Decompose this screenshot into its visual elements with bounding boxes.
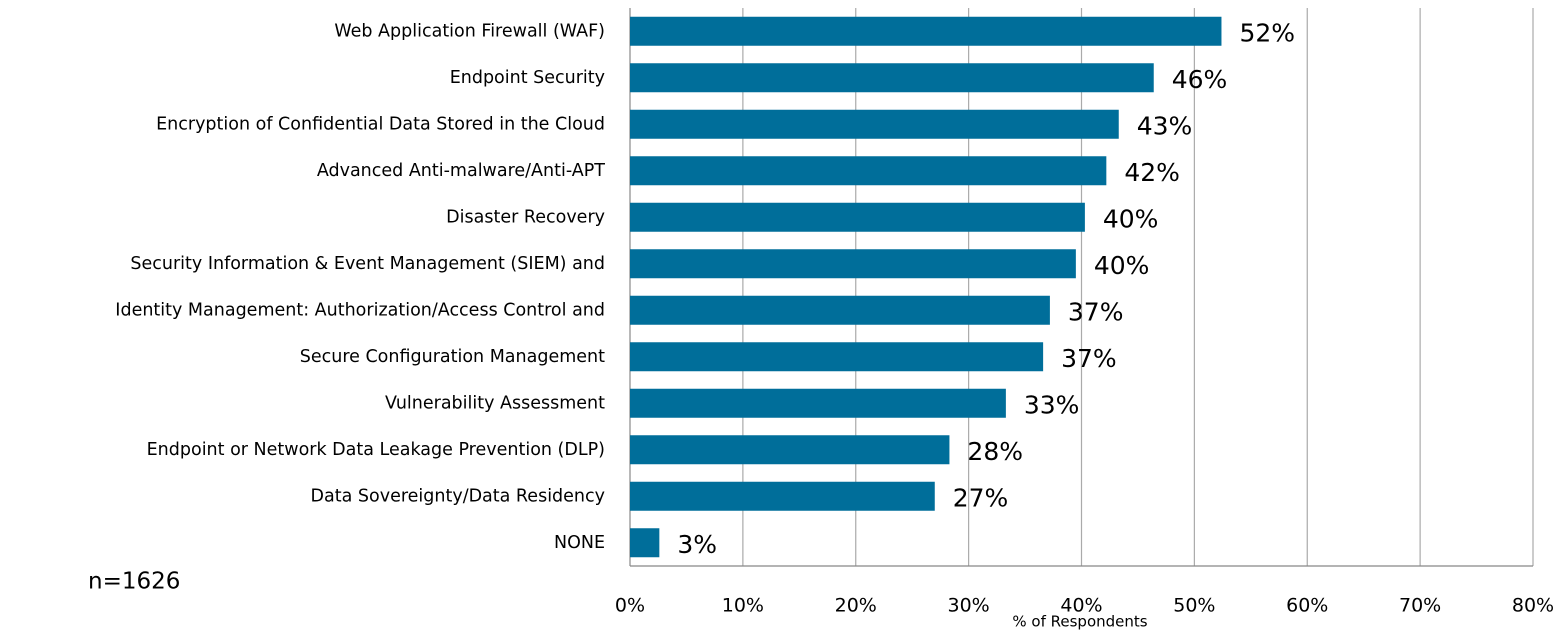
y-tick-label: Endpoint Security [450, 68, 605, 88]
bar [630, 202, 1085, 232]
data-label: 40% [1094, 251, 1150, 280]
x-tick-label: 30% [948, 595, 990, 617]
y-tick-label: Disaster Recovery [446, 207, 605, 227]
data-label: 46% [1172, 65, 1228, 94]
y-tick-label: Security Information & Event Management … [130, 254, 605, 274]
data-label: 40% [1103, 204, 1159, 233]
x-tick-label: 70% [1399, 595, 1441, 617]
x-tick-label: 60% [1286, 595, 1328, 617]
data-label: 27% [953, 483, 1009, 512]
bar [630, 388, 1006, 418]
y-tick-label: Vulnerability Assessment [385, 393, 605, 413]
x-axis-label: % of Respondents [1012, 613, 1147, 631]
y-tick-label: Identity Management: Authorization/Acces… [115, 300, 605, 320]
data-label: 3% [677, 530, 717, 559]
y-tick-label: Advanced Anti-malware/Anti-APT [317, 161, 605, 181]
y-tick-label: NONE [554, 533, 605, 553]
annotation: n=1626 [88, 569, 180, 595]
data-label: 52% [1239, 18, 1295, 47]
x-tick-label: 0% [615, 595, 645, 617]
data-label: 43% [1137, 111, 1193, 140]
y-tick-label: Encryption of Confidential Data Stored i… [156, 114, 605, 134]
bar [630, 156, 1107, 186]
x-tick-label: 50% [1173, 595, 1215, 617]
bar [630, 63, 1154, 93]
bar [630, 342, 1044, 372]
data-label: 37% [1068, 297, 1124, 326]
y-tick-label: Endpoint or Network Data Leakage Prevent… [147, 440, 605, 460]
bar [630, 435, 950, 465]
y-tick-label: Secure Configuration Management [300, 347, 605, 367]
bar [630, 16, 1222, 46]
data-label: 37% [1061, 344, 1117, 373]
bar [630, 295, 1050, 325]
bar [630, 481, 935, 511]
x-tick-label: 40% [1060, 595, 1102, 617]
y-tick-label: Web Application Firewall (WAF) [334, 21, 605, 41]
x-tick-label: 80% [1512, 595, 1554, 617]
bar [630, 528, 660, 558]
data-label: 42% [1124, 158, 1180, 187]
x-tick-label: 20% [835, 595, 877, 617]
data-label: 33% [1024, 390, 1080, 419]
y-tick-label: Data Sovereignty/Data Residency [311, 486, 605, 506]
data-label: 28% [967, 437, 1023, 466]
bar [630, 249, 1076, 279]
x-tick-label: 10% [722, 595, 764, 617]
bar [630, 109, 1119, 139]
